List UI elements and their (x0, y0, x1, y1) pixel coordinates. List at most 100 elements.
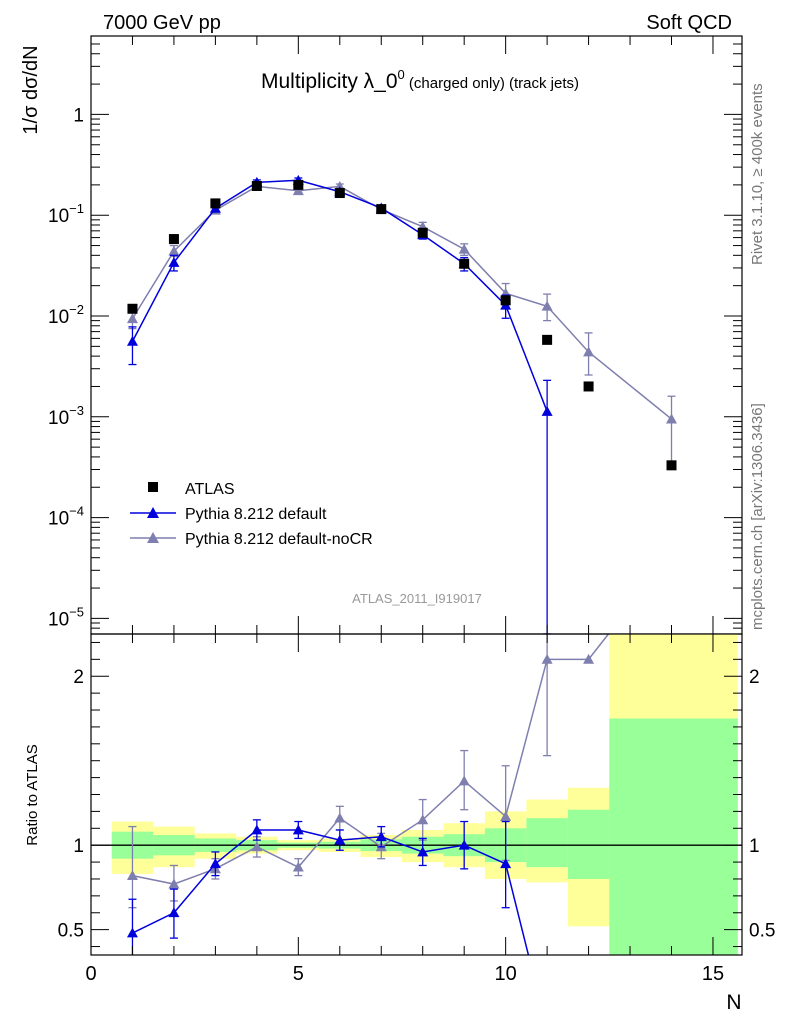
main-y-tick-base: 10 (48, 206, 69, 227)
default-marker (126, 335, 138, 346)
main-y-tick-exp: −1 (69, 201, 84, 216)
main-y-tick-label: 1 (73, 105, 84, 126)
main-plot-area (126, 174, 678, 634)
ratio-nocr-marker (334, 812, 346, 823)
ratio-default-marker (458, 839, 470, 850)
nocr-marker (292, 185, 304, 196)
main-y-tick-base: 10 (48, 609, 69, 630)
main-y-tick-exp: −3 (69, 403, 84, 418)
ratio-tick-labels: 0 5 10 15 0.5 0.5 1 1 2 2 (58, 667, 776, 985)
main-y-tick-base: 10 (48, 307, 69, 328)
y-axis-title: 1/σ dσ/dN (20, 45, 42, 134)
legend-default-label: Pythia 8.212 default (185, 506, 327, 523)
atlas-marker (127, 303, 138, 314)
ratio-default-marker (251, 824, 263, 835)
ratio-nocr-marker (251, 841, 263, 852)
legend-nocr-label: Pythia 8.212 default-noCR (185, 531, 373, 548)
main-y-tick-labels: 10−510−410−310−210−11 (48, 105, 84, 630)
legend-atlas-marker (148, 482, 158, 492)
x-tick-label: 15 (702, 963, 724, 985)
main-y-tick-label: 10−3 (48, 403, 84, 429)
default-marker (168, 256, 180, 267)
nocr-marker (126, 313, 138, 324)
nocr-marker (541, 300, 553, 311)
main-axis-ticks (90, 35, 742, 635)
atlas-marker (210, 198, 221, 209)
atlas-marker (500, 295, 511, 306)
main-y-tick-label: 10−4 (48, 504, 84, 530)
legend-entry-nocr: Pythia 8.212 default-noCR (130, 531, 373, 548)
atlas-marker (417, 227, 428, 238)
atlas-marker (168, 234, 179, 245)
atlas-marker (583, 381, 594, 392)
main-y-tick-label: 10−1 (48, 201, 84, 227)
x-tick-label: 0 (85, 963, 96, 985)
legend-entry-atlas: ATLAS (148, 481, 235, 498)
header-energy: 7000 GeV pp (103, 12, 221, 34)
legend: ATLAS Pythia 8.212 default Pythia 8.212 … (130, 481, 373, 548)
ratio-default-marker (292, 824, 304, 835)
mcplots-label: mcplots.cern.ch [arXiv:1306.3436] (749, 403, 766, 630)
legend-atlas-label: ATLAS (185, 481, 235, 498)
ratio-y-tick-label-right: 1 (749, 836, 760, 857)
ratio-y-tick-label-right: 2 (749, 667, 760, 688)
legend-default-marker (147, 507, 159, 518)
ratio-nocr-marker (168, 878, 180, 889)
ratio-y-axis-title: Ratio to ATLAS (24, 744, 41, 845)
rivet-label: Rivet 3.1.10, ≥ 400k events (749, 83, 766, 265)
main-y-tick-base: 10 (48, 408, 69, 429)
ratio-y-tick-label: 1 (73, 836, 84, 857)
atlas-marker (542, 334, 553, 345)
atlas-marker (293, 179, 304, 190)
plot-title: Multiplicity λ_00 (charged only) (track … (261, 67, 579, 93)
main-y-tick-label: 10−2 (48, 302, 84, 328)
ratio-nocr-marker (500, 810, 512, 821)
ratio-default-marker (209, 858, 221, 869)
ratio-panel: 0 5 10 15 0.5 0.5 1 1 2 2 Ratio to ATLAS N (24, 612, 776, 1014)
atlas-marker (251, 180, 262, 191)
atlas-marker (376, 204, 387, 215)
x-tick-label: 10 (495, 963, 517, 985)
ratio-plot-area (91, 612, 742, 968)
ratio-nocr-marker (126, 870, 138, 880)
ratio-default-marker (334, 834, 346, 845)
uncertainty-band-inner (567, 809, 610, 879)
ratio-default-marker (375, 831, 387, 842)
legend-nocr-marker (147, 532, 159, 543)
uncertainty-band-inner (526, 818, 568, 868)
legend-entry-default: Pythia 8.212 default (130, 506, 327, 523)
analysis-watermark: ATLAS_2011_I919017 (352, 591, 482, 606)
ratio-default-marker (126, 927, 138, 938)
atlas-marker (666, 460, 677, 471)
ratio-default-marker (168, 907, 180, 918)
x-axis-title: N (726, 991, 741, 1014)
main-y-tick-base: 1 (73, 105, 84, 126)
ratio-nocr-marker (583, 653, 595, 664)
ratio-y-tick-label-right: 0.5 (749, 921, 775, 942)
header-category: Soft QCD (646, 12, 732, 34)
main-y-tick-base: 10 (48, 509, 69, 530)
main-y-tick-exp: −2 (69, 302, 84, 317)
ratio-y-tick-label: 0.5 (58, 921, 84, 942)
nocr-marker (666, 413, 678, 424)
atlas-marker (334, 188, 345, 199)
main-y-tick-exp: −5 (69, 604, 84, 619)
nocr-marker (583, 346, 595, 357)
atlas-marker (459, 258, 470, 269)
ratio-y-tick-label: 2 (73, 667, 84, 688)
x-tick-label: 5 (293, 963, 304, 985)
ratio-nocr-marker (292, 861, 304, 872)
uncertainty-band-inner (609, 718, 738, 955)
nocr-marker (458, 243, 470, 254)
ratio-default-marker (525, 958, 536, 968)
ratio-nocr-marker (417, 814, 429, 825)
ratio-axis-ticks (90, 634, 742, 955)
ratio-nocr-marker (541, 653, 553, 664)
ratio-nocr-marker (616, 612, 627, 622)
default-marker (541, 405, 553, 416)
nocr-marker (168, 245, 180, 256)
ratio-default-marker (500, 858, 512, 869)
main-y-tick-exp: −4 (69, 504, 84, 519)
main-y-tick-label: 10−5 (48, 604, 84, 630)
